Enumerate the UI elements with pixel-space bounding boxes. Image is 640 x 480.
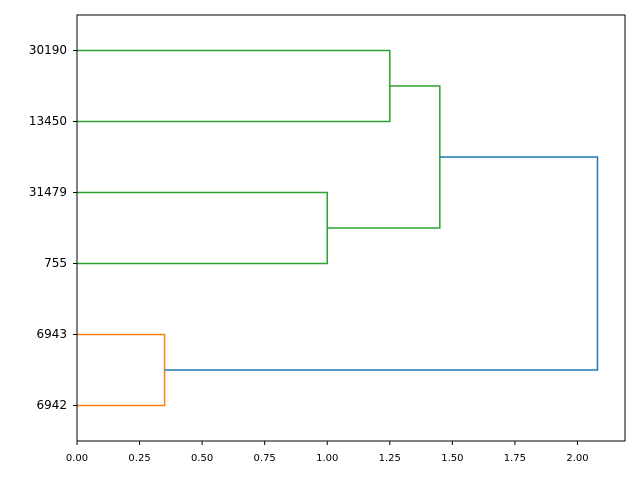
link xyxy=(164,156,599,371)
link xyxy=(77,191,328,265)
link xyxy=(77,49,391,123)
y-tick-label: 31479 xyxy=(29,185,67,199)
x-tick-label: 0.00 xyxy=(66,453,88,464)
y-tick-label: 6943 xyxy=(36,327,67,341)
x-tick-label: 1.00 xyxy=(316,453,338,464)
y-tick-label: 13450 xyxy=(29,114,67,128)
plot-frame xyxy=(76,14,626,442)
x-tick-label: 1.25 xyxy=(379,453,401,464)
y-tick-label: 30190 xyxy=(29,43,67,57)
x-tick-label: 0.50 xyxy=(191,453,213,464)
link xyxy=(327,85,441,229)
x-tick-label: 0.25 xyxy=(128,453,150,464)
y-tick-label: 6942 xyxy=(36,398,67,412)
y-tick-label: 755 xyxy=(44,256,67,270)
x-tick-label: 2.00 xyxy=(566,453,588,464)
x-tick-label: 1.75 xyxy=(504,453,526,464)
link xyxy=(77,333,166,407)
x-tick-label: 0.75 xyxy=(254,453,276,464)
x-tick-label: 1.50 xyxy=(441,453,463,464)
